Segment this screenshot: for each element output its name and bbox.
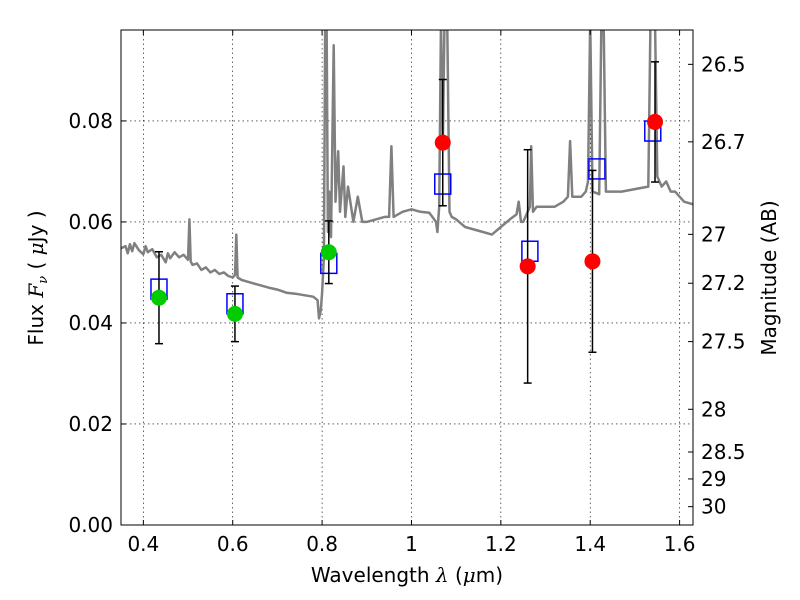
y-tick-label: 0.08	[68, 109, 113, 133]
detection-point	[150, 289, 167, 306]
y2-tick-label: 27	[701, 222, 726, 246]
ticks: 0.4 0.6 0.8 1 1.2 1.4 1.6 0.00 0.02 0.04 0.06 0.08 2…	[68, 30, 746, 556]
y2-tick-label: 27.2	[701, 271, 746, 295]
y-tick-label: 0.04	[68, 311, 113, 335]
measured-point	[519, 258, 536, 275]
y2-tick-label: 28.5	[701, 440, 746, 464]
y2-tick-label: 26.7	[701, 130, 746, 154]
x-axis-title: Wavelength λ (μm)	[311, 563, 503, 587]
spectrum-line	[121, 30, 693, 320]
x-tick-label: 1.4	[574, 532, 606, 556]
y-tick-label: 0.02	[68, 412, 113, 436]
x-tick-label: 0.4	[127, 532, 159, 556]
measured-point	[434, 134, 451, 151]
x-tick-label: 1.2	[485, 532, 517, 556]
model-point	[588, 158, 606, 180]
detection-point	[320, 244, 337, 261]
plot-frame	[120, 29, 694, 526]
y-axis-title: Flux Fν ( μJy )	[24, 210, 51, 345]
y2-tick-label: 29	[701, 467, 726, 491]
y2-tick-label: 26.5	[701, 52, 746, 76]
y-tick-label: 0.06	[68, 210, 113, 234]
x-tick-label: 0.6	[217, 532, 249, 556]
measured-point	[584, 253, 601, 270]
detection-point	[226, 305, 243, 322]
y-tick-label: 0.00	[68, 513, 113, 537]
y2-tick-label: 27.5	[701, 330, 746, 354]
x-tick-label: 1	[405, 532, 418, 556]
plot-background	[121, 30, 693, 525]
y2-tick-label: 30	[701, 495, 726, 519]
y2-tick-label: 28	[701, 397, 726, 421]
data-layer	[121, 30, 693, 384]
x-tick-label: 0.8	[306, 532, 338, 556]
y2-axis-title: Magnitude (AB)	[757, 200, 781, 355]
measured-point	[647, 113, 664, 130]
x-tick-label: 1.6	[664, 532, 696, 556]
